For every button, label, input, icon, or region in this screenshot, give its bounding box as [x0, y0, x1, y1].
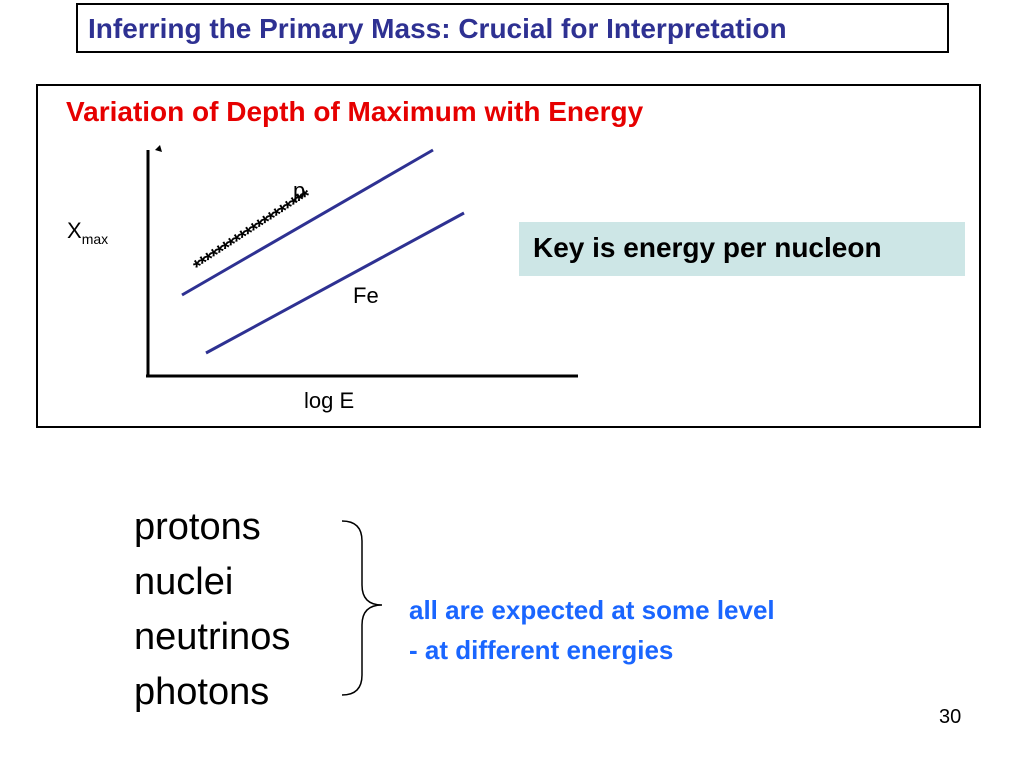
- y-axis-arrowhead: [155, 145, 162, 152]
- slide-title-box: Inferring the Primary Mass: Crucial for …: [76, 3, 949, 53]
- diagram-title: Variation of Depth of Maximum with Energ…: [66, 96, 644, 127]
- page-number: 30: [939, 706, 962, 728]
- diagram-frame: [36, 84, 981, 428]
- list-item: nuclei: [134, 561, 234, 603]
- iron-line: [205, 211, 465, 355]
- list-item: photons: [134, 671, 270, 713]
- proton-line: [181, 148, 434, 297]
- particle-list: protons nuclei neutrinos photons: [134, 500, 290, 720]
- conclusion-line-1: all are expected at some level: [409, 595, 775, 625]
- x-axis-label: log E: [304, 388, 355, 413]
- right-brace: [341, 520, 383, 696]
- y-axis-label: Xmax: [67, 218, 109, 247]
- slide-title: Inferring the Primary Mass: Crucial for …: [88, 13, 787, 44]
- key-note-box: Key is energy per nucleon: [519, 222, 965, 276]
- key-note: Key is energy per nucleon: [533, 232, 882, 263]
- conclusion-text: all are expected at some level - at diff…: [409, 590, 775, 670]
- conclusion-line-2: - at different energies: [409, 635, 674, 665]
- list-item: protons: [134, 506, 261, 548]
- list-item: neutrinos: [134, 616, 291, 658]
- proton-label: p: [293, 178, 306, 203]
- iron-label: Fe: [353, 283, 379, 308]
